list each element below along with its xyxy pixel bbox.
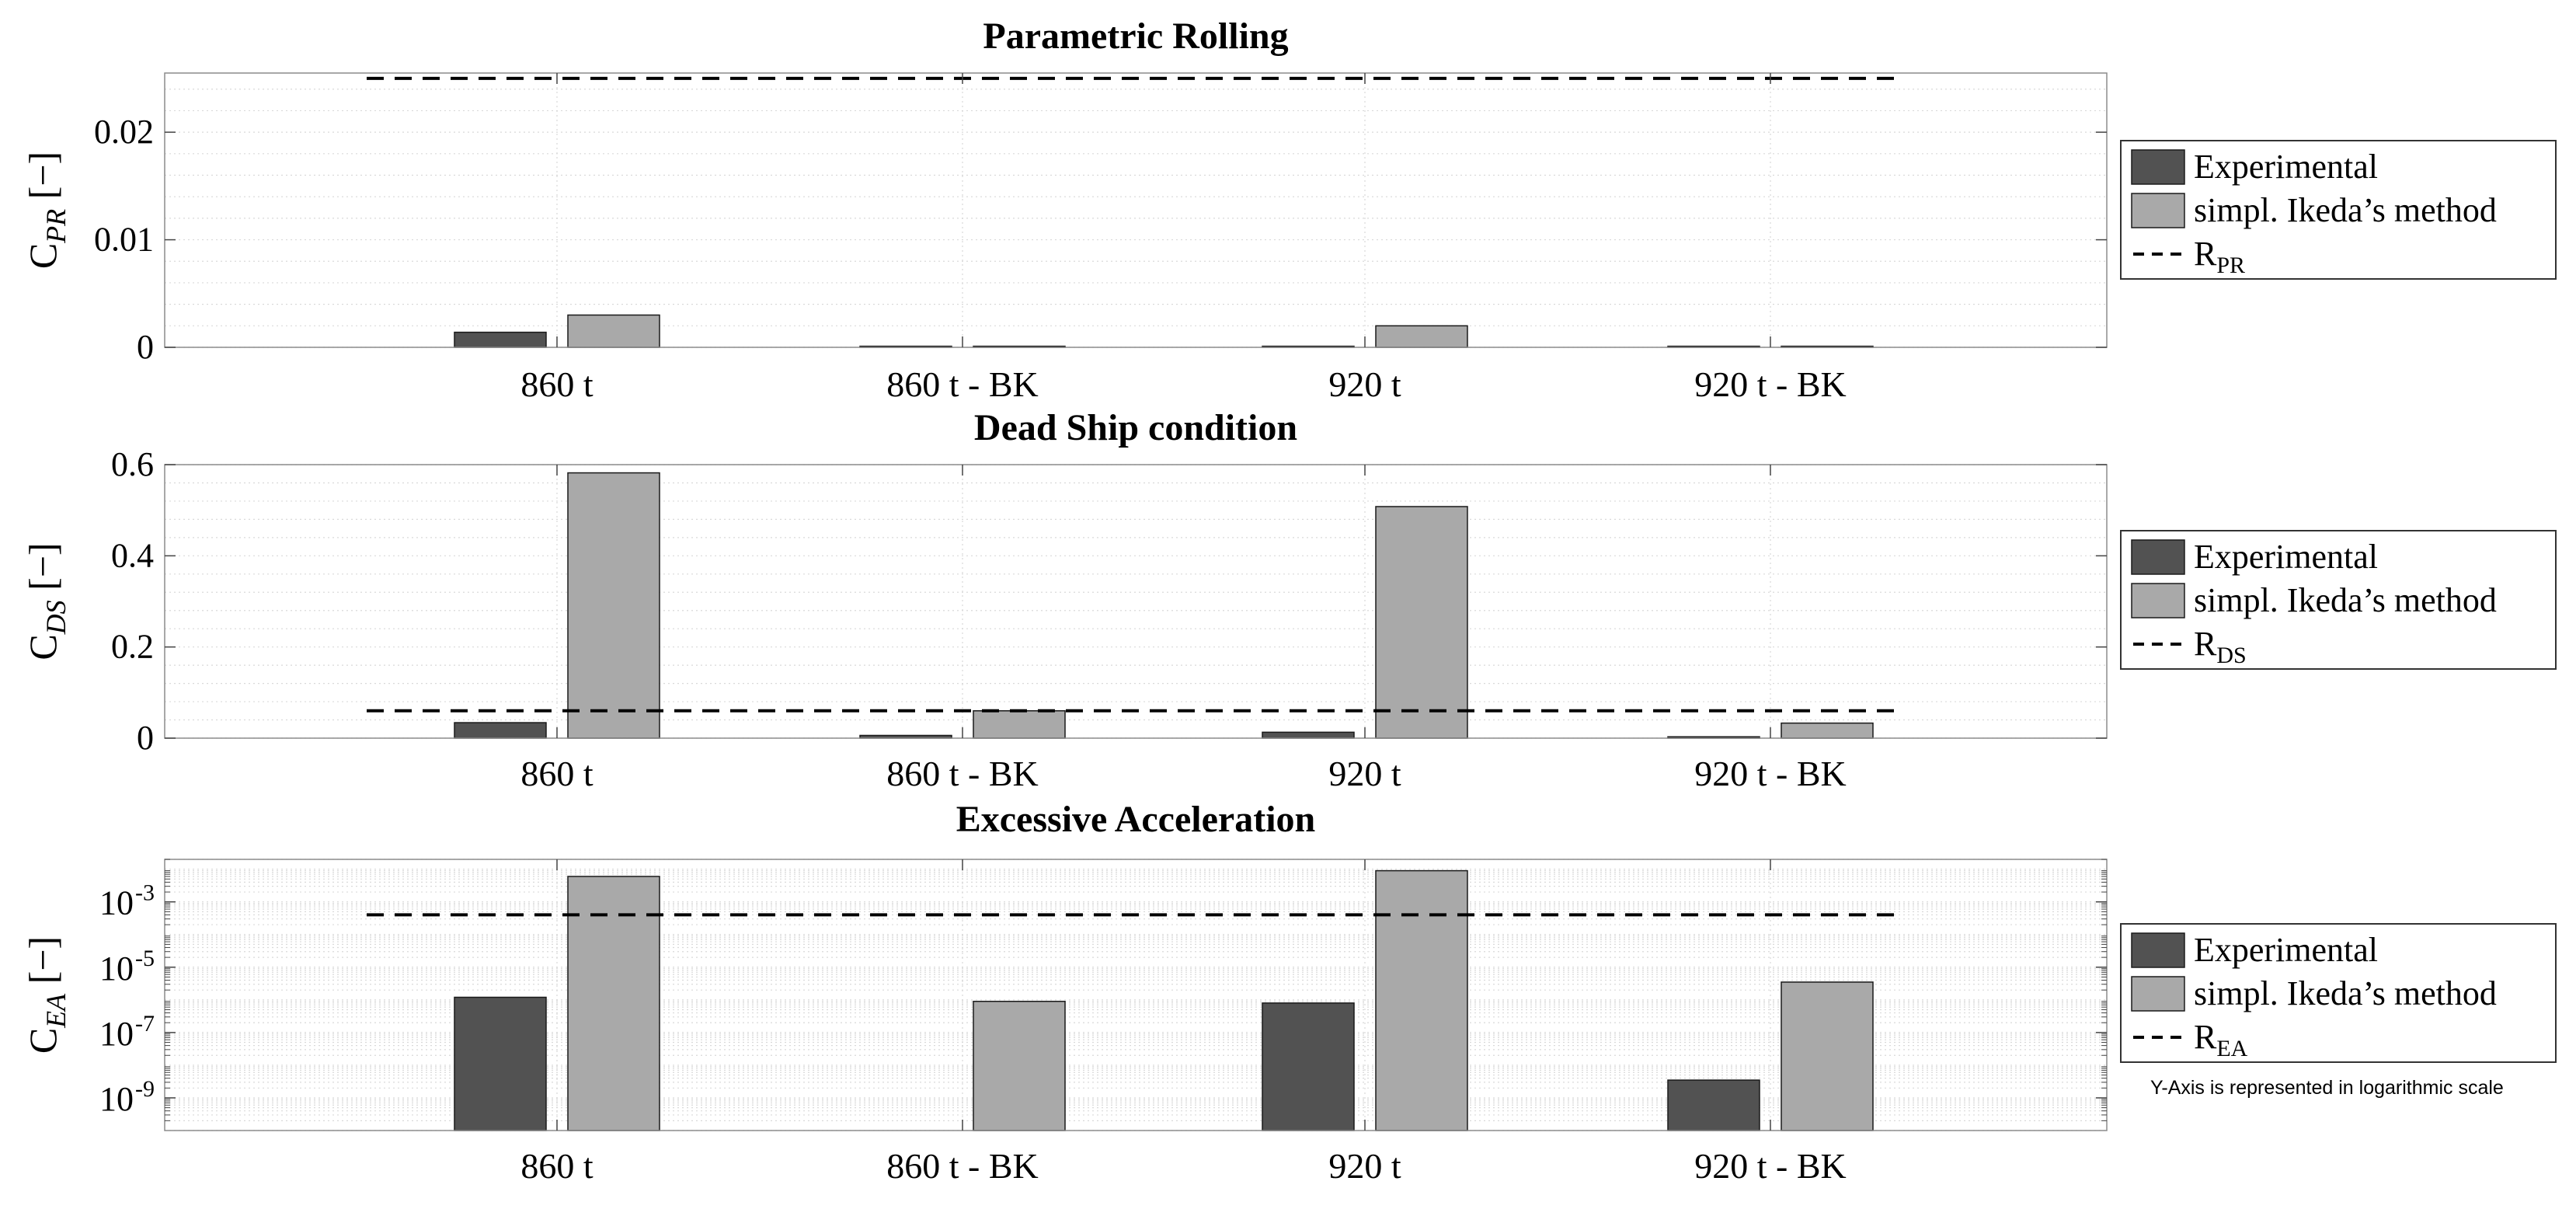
legend-swatch-ikeda bbox=[2131, 976, 2185, 1012]
grid bbox=[165, 464, 2107, 739]
grid bbox=[165, 73, 2107, 348]
bar-ikeda-1 bbox=[973, 710, 1066, 739]
panel-1: 0 0.2 0.4 0.6 860 t 860 t - BK 920 t 920 t - BK… bbox=[21, 407, 2557, 793]
legend-label: simpl. Ikeda’s method bbox=[2194, 191, 2497, 229]
panel-title: Excessive Acceleration bbox=[956, 799, 1316, 840]
y-tick-label-exp: -7 bbox=[135, 1011, 155, 1037]
y-tick-label: 10 bbox=[99, 884, 134, 922]
axes-box bbox=[164, 464, 2108, 739]
legend: Experimental simpl. Ikeda’s method REA bbox=[2120, 923, 2557, 1063]
y-tick-label: 10 bbox=[99, 949, 134, 988]
bar-experimental-0 bbox=[454, 996, 547, 1131]
x-tick-label: 860 t bbox=[520, 364, 594, 404]
legend-swatch-ikeda bbox=[2131, 583, 2185, 618]
y-tick-label: 10 bbox=[99, 1015, 134, 1053]
y-tick-label: 0 bbox=[137, 719, 154, 757]
x-tick-label: 860 t bbox=[520, 754, 594, 793]
bar-experimental-2 bbox=[1262, 731, 1355, 739]
legend-label: simpl. Ikeda’s method bbox=[2194, 581, 2497, 619]
x-tick-label: 920 t - BK bbox=[1694, 364, 1847, 404]
bar-ikeda-0 bbox=[567, 876, 660, 1131]
y-tick-label: 0.6 bbox=[111, 445, 154, 483]
legend-label: RDS bbox=[2194, 625, 2247, 668]
legend-box bbox=[2120, 923, 2557, 1063]
x-tick-label: 920 t - BK bbox=[1694, 1146, 1847, 1186]
bar-ikeda-2 bbox=[1375, 325, 1468, 348]
legend-label: RPR bbox=[2194, 235, 2245, 278]
y-axis-label: CEA [−] bbox=[21, 936, 71, 1054]
y-tick-label: 0.01 bbox=[94, 221, 154, 259]
x-tick-label: 920 t - BK bbox=[1694, 754, 1847, 793]
x-tick-label: 860 t bbox=[520, 1146, 594, 1186]
legend-swatch-experimental bbox=[2131, 149, 2185, 185]
legend: Experimental simpl. Ikeda’s method RDS bbox=[2120, 530, 2557, 670]
bar-ikeda-2 bbox=[1375, 506, 1468, 739]
x-tick-label: 860 t - BK bbox=[886, 754, 1039, 793]
bar-ikeda-0 bbox=[567, 314, 660, 348]
x-tick-label: 860 t - BK bbox=[886, 364, 1039, 404]
bar-experimental-2 bbox=[1262, 1002, 1355, 1131]
legend-label: Experimental bbox=[2194, 538, 2378, 576]
legend-swatch-ikeda bbox=[2131, 193, 2185, 228]
legend-swatch-experimental bbox=[2131, 932, 2185, 968]
legend-box bbox=[2120, 140, 2557, 280]
y-tick-label-exp: -5 bbox=[135, 946, 155, 971]
y-tick-label: 0.2 bbox=[111, 628, 154, 666]
y-tick-label: 0 bbox=[137, 328, 154, 366]
x-tick-label: 920 t bbox=[1328, 754, 1401, 793]
legend-label: Experimental bbox=[2194, 148, 2378, 186]
legend-label: Experimental bbox=[2194, 931, 2378, 969]
legend-label: simpl. Ikeda’s method bbox=[2194, 974, 2497, 1012]
y-tick-label: 0.4 bbox=[111, 536, 154, 574]
y-tick-label: 0.02 bbox=[94, 113, 154, 151]
x-tick-label: 920 t bbox=[1328, 364, 1401, 404]
bar-experimental-0 bbox=[454, 722, 547, 739]
log-scale-note: Y-Axis is represented in logarithmic sca… bbox=[2150, 1077, 2504, 1099]
y-axis-label: CPR [−] bbox=[21, 152, 71, 269]
x-tick-label: 920 t bbox=[1328, 1146, 1401, 1186]
y-tick-label-exp: -9 bbox=[135, 1076, 155, 1102]
y-tick-label: 10 bbox=[99, 1080, 134, 1118]
axes-box bbox=[164, 72, 2108, 348]
x-tick-label: 860 t - BK bbox=[886, 1146, 1039, 1186]
legend-box bbox=[2120, 530, 2557, 670]
axes-box bbox=[164, 859, 2108, 1131]
bar-ikeda-3 bbox=[1781, 722, 1874, 739]
panel-0: 0 0.01 0.02 860 t 860 t - BK 920 t 920 t - BK P… bbox=[21, 16, 2557, 404]
panel-title: Parametric Rolling bbox=[983, 16, 1288, 57]
bar-experimental-0 bbox=[454, 331, 547, 348]
panel-title: Dead Ship condition bbox=[974, 407, 1297, 448]
legend: Experimental simpl. Ikeda’s method RPR bbox=[2120, 140, 2557, 280]
legend-swatch-experimental bbox=[2131, 539, 2185, 575]
bar-ikeda-3 bbox=[1781, 981, 1874, 1131]
legend-label: REA bbox=[2194, 1018, 2248, 1061]
y-axis-label: CDS [−] bbox=[21, 542, 71, 660]
bar-experimental-3 bbox=[1667, 1079, 1760, 1131]
bar-ikeda-0 bbox=[567, 472, 660, 739]
bar-ikeda-2 bbox=[1375, 869, 1468, 1131]
bar-ikeda-1 bbox=[973, 1001, 1066, 1131]
y-tick-label-exp: -3 bbox=[135, 880, 155, 906]
